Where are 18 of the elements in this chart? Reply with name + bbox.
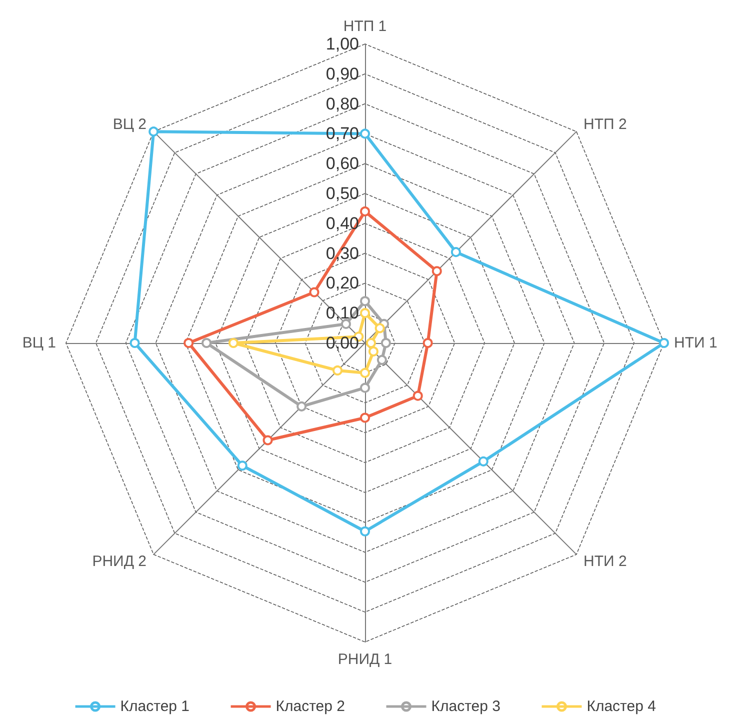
spoke-label: НТИ 2 bbox=[583, 552, 627, 570]
y-tick-label: 0,60 bbox=[326, 154, 359, 174]
spoke-label: ВЦ 1 bbox=[22, 334, 56, 352]
spoke-label: НТИ 1 bbox=[674, 334, 718, 352]
y-tick-label: 0,50 bbox=[326, 184, 359, 203]
legend-label: Кластер 3 bbox=[431, 698, 500, 715]
legend-label: Кластер 4 bbox=[586, 698, 656, 715]
y-tick-label: 0,80 bbox=[326, 94, 359, 114]
spoke-label: РНИД 1 bbox=[338, 651, 392, 668]
spoke-label: ВЦ 2 bbox=[112, 116, 147, 134]
y-tick-label: 1,00 bbox=[326, 34, 359, 54]
y-tick-label: 0,20 bbox=[326, 274, 359, 293]
spoke-label: РНИД 2 bbox=[92, 552, 147, 570]
y-tick-label: 0,90 bbox=[326, 64, 359, 84]
spoke-label: НТП 2 bbox=[583, 116, 627, 134]
spoke-label: НТП 1 bbox=[343, 18, 387, 35]
legend-label: Кластер 1 bbox=[120, 698, 190, 715]
legend-label: Кластер 2 bbox=[276, 698, 346, 715]
